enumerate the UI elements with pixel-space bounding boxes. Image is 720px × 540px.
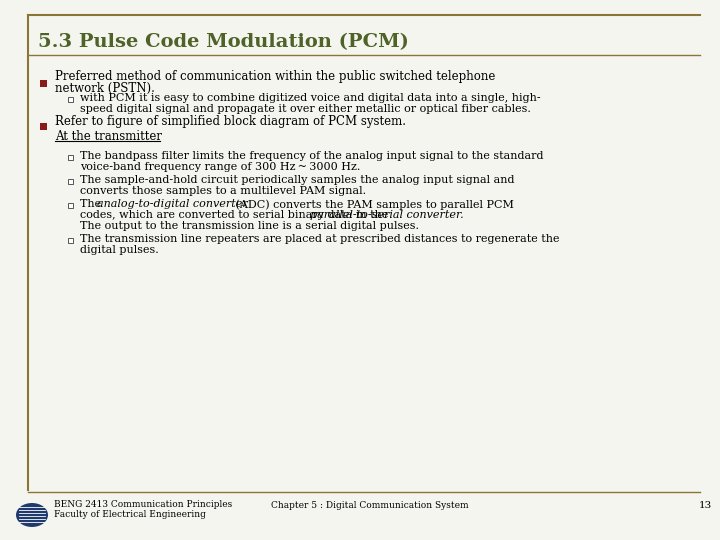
Text: The transmission line repeaters are placed at prescribed distances to regenerate: The transmission line repeaters are plac… (80, 234, 559, 244)
Text: The sample-and-hold circuit periodically samples the analog input signal and: The sample-and-hold circuit periodically… (80, 175, 515, 185)
Bar (68, 203, 73, 208)
Bar (68, 179, 73, 184)
Text: Refer to figure of simplified block diagram of PCM system.: Refer to figure of simplified block diag… (55, 115, 406, 128)
Text: BENG 2413 Communication Principles: BENG 2413 Communication Principles (54, 500, 233, 509)
Text: Preferred method of communication within the public switched telephone: Preferred method of communication within… (55, 70, 495, 83)
Text: speed digital signal and propagate it over either metallic or optical fiber cabl: speed digital signal and propagate it ov… (80, 104, 531, 114)
Text: network (PSTN).: network (PSTN). (55, 82, 155, 95)
Text: converts those samples to a multilevel PAM signal.: converts those samples to a multilevel P… (80, 186, 366, 196)
Bar (68, 238, 73, 243)
Circle shape (16, 503, 48, 527)
Text: voice-band frequency range of 300 Hz ~ 3000 Hz.: voice-band frequency range of 300 Hz ~ 3… (80, 162, 361, 172)
Text: Faculty of Electrical Engineering: Faculty of Electrical Engineering (54, 510, 206, 519)
Text: with PCM it is easy to combine digitized voice and digital data into a single, h: with PCM it is easy to combine digitized… (80, 93, 541, 103)
Text: (ADC) converts the PAM samples to parallel PCM: (ADC) converts the PAM samples to parall… (232, 199, 514, 210)
Text: At the transmitter: At the transmitter (55, 130, 162, 143)
Text: codes, which are converted to serial binary data in the: codes, which are converted to serial bin… (80, 210, 392, 220)
Text: The output to the transmission line is a serial digital pulses.: The output to the transmission line is a… (80, 221, 419, 231)
Text: analog-to-digital converter: analog-to-digital converter (97, 199, 248, 209)
Text: 13: 13 (698, 501, 711, 510)
Text: The: The (80, 199, 104, 209)
Bar (68, 155, 73, 160)
Text: parallel-to-serial converter.: parallel-to-serial converter. (310, 210, 464, 220)
Text: Chapter 5 : Digital Communication System: Chapter 5 : Digital Communication System (271, 501, 469, 510)
Bar (68, 97, 73, 102)
Text: digital pulses.: digital pulses. (80, 245, 158, 255)
Text: 5.3 Pulse Code Modulation (PCM): 5.3 Pulse Code Modulation (PCM) (38, 33, 409, 51)
Text: The bandpass filter limits the frequency of the analog input signal to the stand: The bandpass filter limits the frequency… (80, 151, 544, 161)
Bar (40, 80, 47, 87)
Bar (40, 123, 47, 130)
